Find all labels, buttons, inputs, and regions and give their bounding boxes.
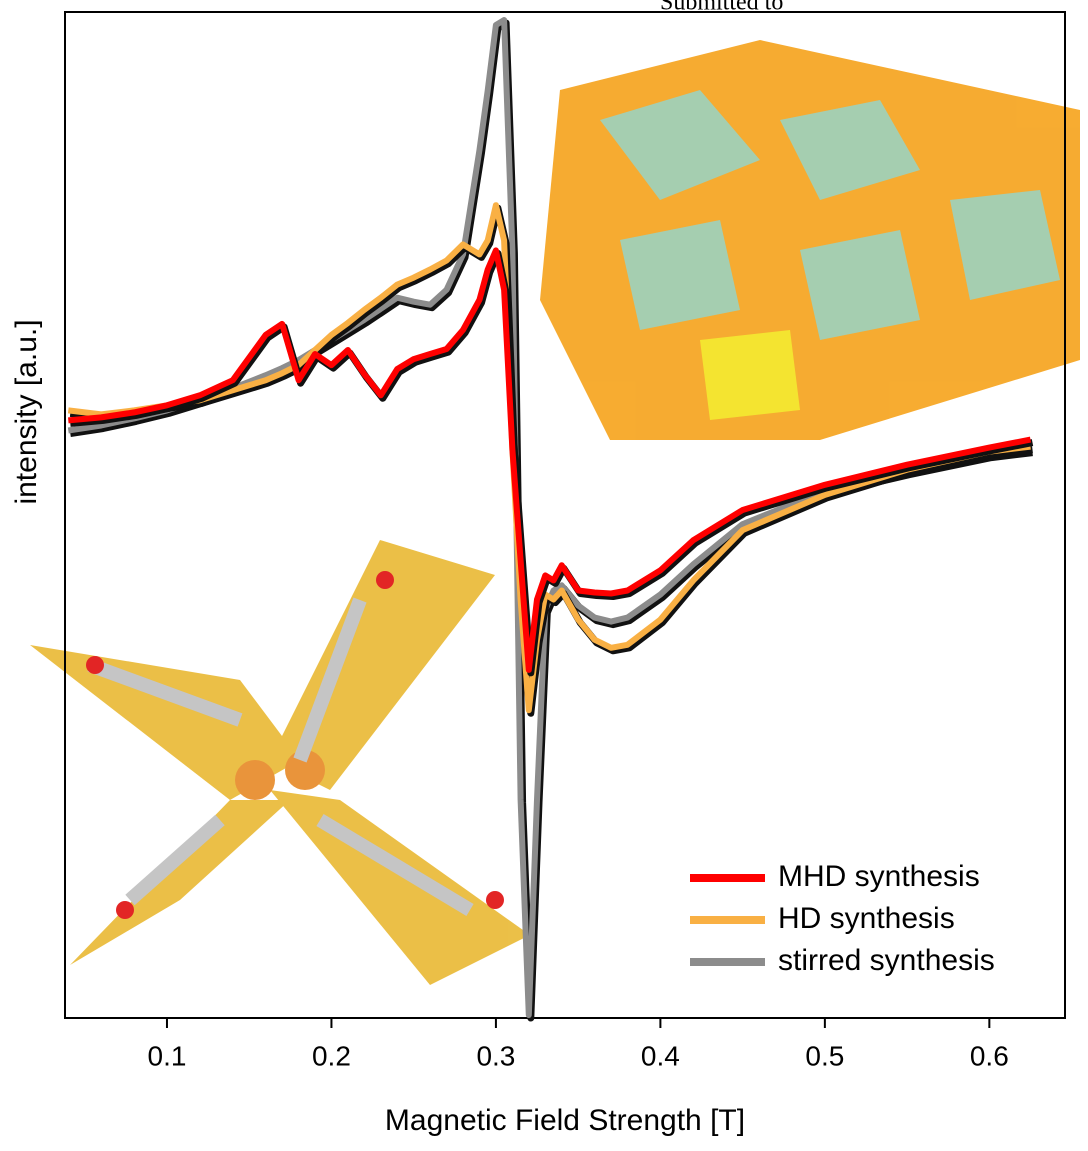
header-text: Submitted to: [660, 0, 783, 16]
x-tick-label: 0.5: [805, 1040, 844, 1071]
legend-label: stirred synthesis: [778, 944, 995, 977]
x-tick-label: 0.1: [148, 1040, 187, 1071]
legend-label: HD synthesis: [778, 902, 955, 935]
legend-label: MHD synthesis: [778, 860, 980, 893]
y-axis-title: intensity [a.u.]: [10, 319, 43, 504]
framework-illustration: [540, 40, 1080, 440]
x-axis-title: Magnetic Field Strength [T]: [385, 1104, 745, 1137]
x-tick-label: 0.4: [641, 1040, 680, 1071]
chart: Submitted to intensity [a.u.] Magnetic F…: [0, 0, 1088, 1151]
molecule-illustration: [30, 540, 530, 985]
x-tick-label: 0.2: [312, 1040, 351, 1071]
x-tick-label: 0.6: [970, 1040, 1009, 1071]
x-tick-label: 0.3: [476, 1040, 515, 1071]
